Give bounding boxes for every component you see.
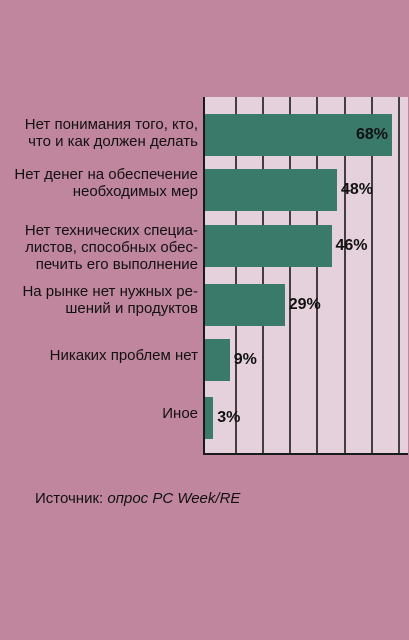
category-label-1: Нет понимания того, кто, что и как долже… (24, 116, 198, 150)
category-label-5: Никаких проблем нет (49, 347, 198, 364)
value-label-3: 46% (335, 237, 368, 254)
bar-2 (205, 169, 337, 211)
category-label-2: Нет денег на обеспечение необходимых мер (14, 166, 198, 200)
source-prefix: Источник: (35, 490, 108, 507)
bar-3 (205, 225, 332, 267)
bar-5 (205, 339, 230, 381)
bar-4 (205, 284, 285, 326)
value-label-4: 29% (288, 296, 321, 313)
category-label-4: На рынке нет нужных ре- шений и продукто… (22, 283, 198, 317)
source-note: Источник: опрос PC Week/RE (35, 490, 240, 507)
bar-6 (205, 397, 214, 439)
chart-svg (235, 97, 400, 453)
plot-area (203, 97, 408, 455)
source-text: опрос PC Week/RE (107, 490, 241, 507)
category-label-3: Нет технических специа- листов, способны… (24, 222, 198, 273)
category-label-6: Иное (162, 405, 198, 422)
value-label-2: 48% (341, 181, 374, 198)
value-label-6: 3% (217, 409, 241, 426)
bar-1 (205, 114, 392, 156)
value-label-1: 68% (355, 126, 388, 143)
value-label-5: 9% (233, 351, 257, 368)
